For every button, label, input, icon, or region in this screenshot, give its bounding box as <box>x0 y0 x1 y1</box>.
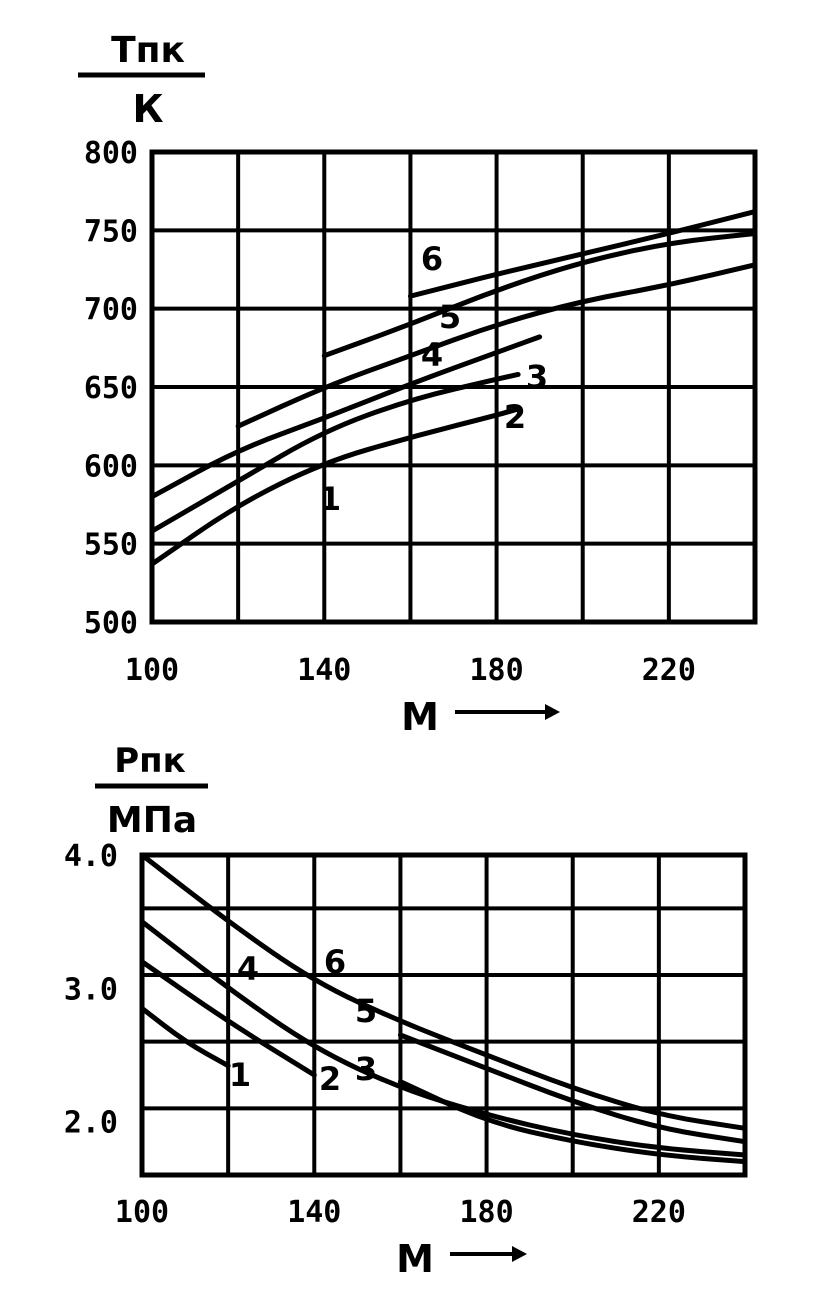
y-tick-label: 550 <box>84 528 138 563</box>
series-lines <box>149 209 758 567</box>
series-line-3 <box>235 262 758 429</box>
curve-label-2: 2 <box>504 398 526 436</box>
curve-label-6: 6 <box>421 240 443 278</box>
curve-labels: 1 23 45 6 <box>319 240 548 518</box>
y-tick-label: 650 <box>84 371 138 406</box>
series-line-6 <box>139 852 748 1131</box>
curve-label-2: 2 <box>319 1060 341 1098</box>
series-lines <box>139 852 748 1165</box>
curve-label-4: 4 <box>237 950 259 988</box>
y-axis-label-top: Рпк <box>114 741 186 781</box>
x-tick-label: 180 <box>459 1195 513 1230</box>
plot-frame <box>149 149 758 625</box>
x-axis-label: М <box>396 1237 434 1281</box>
curve-label-5: 5 <box>439 298 461 336</box>
y-tick-label: 700 <box>84 293 138 328</box>
curve-label-3: 3 <box>355 1050 377 1088</box>
series-line-4 <box>321 230 758 359</box>
series-line-5 <box>397 1032 748 1145</box>
curve-label-1: 1 <box>229 1056 251 1094</box>
x-tick-label: 220 <box>632 1195 686 1230</box>
plot-frame <box>139 852 748 1178</box>
y-axis-label-top: Тпк <box>111 30 185 71</box>
curve-label-5: 5 <box>355 992 377 1030</box>
x-axis-label: М <box>401 695 439 739</box>
y-tick-label: 4.0 <box>64 839 118 874</box>
curve-label-3: 3 <box>526 358 548 396</box>
x-axis-arrow <box>450 1246 527 1262</box>
x-tick-label: 100 <box>125 653 179 688</box>
series-line-6 <box>149 334 543 500</box>
curve-label-4: 4 <box>421 336 443 374</box>
chart-pressure: Рпк МПа 100 140 180 220 4.0 3.0 2.0 1 2 3 4 56 М <box>64 741 748 1281</box>
curve-label-1: 1 <box>319 480 341 518</box>
series-line-1 <box>139 1005 231 1069</box>
y-axis-unit: МПа <box>107 800 197 841</box>
y-tick-label: 500 <box>84 606 138 641</box>
x-tick-label: 100 <box>115 1195 169 1230</box>
series-line-5 <box>407 209 758 299</box>
x-axis-arrow <box>455 704 560 720</box>
series-line-2 <box>139 959 317 1078</box>
series-line-1 <box>149 406 521 567</box>
series-line-2 <box>149 371 521 534</box>
tick-labels: 100 140 180 220 800 750 700 650 600 550 500 <box>84 136 696 688</box>
tick-labels: 100 140 180 220 4.0 3.0 2.0 <box>64 839 686 1230</box>
x-tick-label: 140 <box>287 1195 341 1230</box>
y-tick-label: 800 <box>84 136 138 171</box>
x-tick-label: 140 <box>297 653 351 688</box>
y-tick-label: 600 <box>84 449 138 484</box>
y-tick-label: 750 <box>84 214 138 249</box>
y-axis-unit: К <box>132 87 163 131</box>
y-tick-label: 2.0 <box>64 1106 118 1141</box>
x-tick-label: 180 <box>469 653 523 688</box>
chart-temperature: Тпк К 100 140 180 220800750700650600550500 … <box>78 30 758 739</box>
series-line-4 <box>139 919 748 1158</box>
curve-label-6: 6 <box>324 943 346 981</box>
x-tick-label: 220 <box>642 653 696 688</box>
y-tick-label: 3.0 <box>64 972 118 1007</box>
